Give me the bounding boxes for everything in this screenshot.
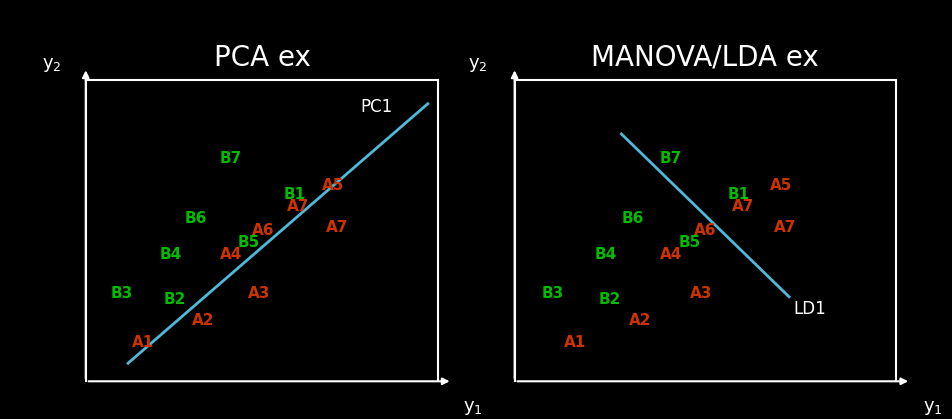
Text: B6: B6 [185, 211, 207, 226]
Text: A7: A7 [731, 199, 753, 214]
Text: B3: B3 [541, 286, 563, 301]
Text: B5: B5 [678, 235, 700, 250]
Text: B6: B6 [621, 211, 643, 226]
Text: B5: B5 [237, 235, 259, 250]
Text: B4: B4 [160, 247, 182, 262]
Text: B2: B2 [598, 292, 620, 307]
Text: A3: A3 [248, 286, 270, 301]
Text: A5: A5 [769, 178, 791, 193]
Text: A6: A6 [251, 223, 274, 238]
Text: B3: B3 [110, 286, 132, 301]
Text: A1: A1 [131, 335, 153, 349]
Text: B1: B1 [727, 187, 749, 202]
Text: A4: A4 [220, 247, 242, 262]
Text: A4: A4 [659, 247, 681, 262]
Text: y$_1$: y$_1$ [922, 399, 942, 417]
Title: PCA ex: PCA ex [213, 44, 310, 72]
Text: LD1: LD1 [792, 300, 824, 318]
Text: B1: B1 [283, 187, 305, 202]
Text: A1: A1 [564, 335, 585, 349]
Text: A7: A7 [287, 199, 308, 214]
Text: A7: A7 [773, 220, 795, 235]
Text: y$_2$: y$_2$ [42, 56, 61, 73]
Text: A2: A2 [628, 313, 651, 328]
Text: B2: B2 [163, 292, 186, 307]
Text: PC1: PC1 [361, 98, 392, 116]
Text: y$_2$: y$_2$ [467, 56, 487, 73]
Text: B7: B7 [220, 150, 242, 166]
Text: A5: A5 [322, 178, 344, 193]
Text: y$_1$: y$_1$ [463, 399, 483, 417]
Text: A7: A7 [326, 220, 347, 235]
Text: B7: B7 [659, 150, 681, 166]
Text: A6: A6 [693, 223, 716, 238]
Title: MANOVA/LDA ex: MANOVA/LDA ex [591, 44, 818, 72]
Text: B4: B4 [594, 247, 616, 262]
Text: A3: A3 [689, 286, 711, 301]
Text: A2: A2 [191, 313, 214, 328]
